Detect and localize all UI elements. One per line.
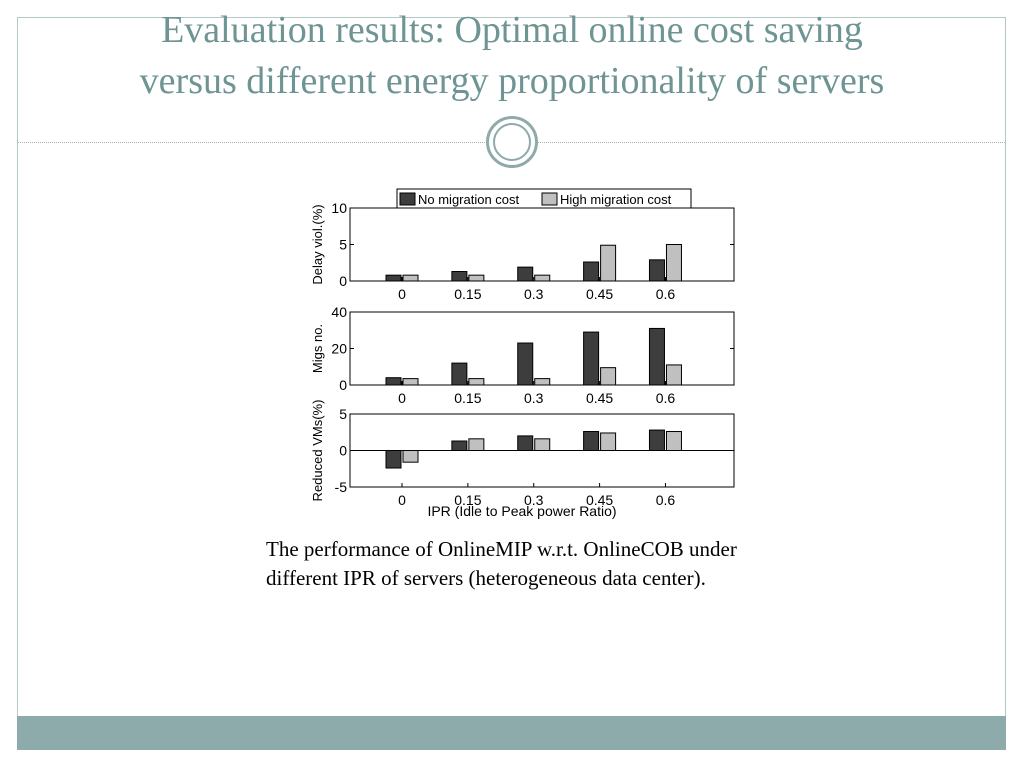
panel-1-xtick-label: 0.45 [586, 286, 613, 302]
panel-1-ytick-label: 10 [331, 200, 347, 216]
panel-2-bar-no-migration-4 [648, 327, 665, 386]
slide-title: Evaluation results: Optimal online cost … [20, 5, 1004, 107]
caption-line-1: The performance of OnlineMIP w.r.t. Onli… [266, 537, 737, 561]
legend-swatch-high-migration [541, 192, 558, 206]
chart-xlabel: IPR (Idle to Peak power Ratio) [427, 503, 616, 519]
panel-1-bar-high-migration-1 [468, 274, 485, 282]
panel-1-ylabel: Delay viol.(%) [310, 204, 325, 284]
panel-2-bar-no-migration-3 [583, 331, 600, 386]
footer-accent-band [17, 716, 1006, 750]
caption-line-2: different IPR of servers (heterogeneous … [266, 566, 706, 590]
figure-caption: The performance of OnlineMIP w.r.t. Onli… [266, 535, 926, 593]
title-line-1: Evaluation results: Optimal online cost … [161, 9, 863, 51]
panel-1-ytick-label: 5 [339, 237, 347, 253]
panel-3-bar-no-migration-0 [385, 450, 402, 469]
panel-1-bar-no-migration-3 [583, 261, 600, 282]
panel-2-ytick-label: 20 [331, 341, 347, 357]
panel-2-bar-high-migration-4 [665, 364, 682, 386]
panel-2-bar-high-migration-1 [468, 378, 485, 386]
panel-2-bar-no-migration-1 [451, 362, 468, 386]
panel-1-ytick-label: 0 [339, 273, 347, 289]
panel-2-bar-no-migration-0 [385, 377, 402, 386]
panel-2-ytick-label: 0 [339, 377, 347, 393]
panel-3-ytick-label: 5 [339, 406, 347, 422]
panel-1-bar-high-migration-0 [402, 274, 419, 282]
panel-3-bar-high-migration-2 [534, 438, 551, 452]
panel-3-ylabel: Reduced VMs(%) [310, 400, 325, 502]
panel-3-bar-no-migration-1 [451, 440, 468, 451]
panel-3-ytick-label: -5 [335, 479, 348, 495]
panel-1-xtick-label: 0.3 [524, 286, 544, 302]
panel-1-xtick-label: 0.15 [454, 286, 481, 302]
panel-3-bar-high-migration-1 [468, 438, 485, 452]
divider-ring-inner [493, 123, 531, 161]
panel-1-bar-high-migration-2 [534, 274, 551, 282]
bar-chart-figure: No migration cost High migration cost 0 5 10… [310, 188, 735, 519]
legend-swatch-no-migration [399, 192, 416, 206]
panel-3-xtick-label: 0 [398, 492, 406, 508]
panel-3-xtick-label: 0.3 [524, 492, 544, 508]
panel-1-bar-high-migration-4 [665, 244, 682, 282]
panel-3-ytick-label: 0 [339, 443, 347, 459]
panel-2-bar-high-migration-0 [402, 378, 419, 386]
legend-label-high-migration: High migration cost [560, 192, 672, 207]
panel-3-bar-high-migration-3 [600, 432, 617, 451]
panel-2-ylabel: Migs no. [310, 324, 325, 373]
panel-1-bar-high-migration-3 [600, 244, 617, 282]
panel-2-bar-no-migration-2 [517, 342, 534, 386]
panel-3-bar-no-migration-2 [517, 435, 534, 451]
panel-2-ytick-label: 40 [331, 304, 347, 320]
panel-3-xtick-label: 0.15 [454, 492, 481, 508]
panel-1-xtick-label: 0 [398, 286, 406, 302]
panel-2-xtick-label: 0 [398, 390, 406, 406]
panel-3-bar-high-migration-0 [402, 450, 419, 463]
panel-1-bar-no-migration-2 [517, 266, 534, 282]
panel-3-bar-no-migration-4 [648, 429, 665, 451]
divider-ring-ornament [486, 116, 538, 168]
panel-1-bar-no-migration-4 [648, 259, 665, 282]
panel-2-xtick-label: 0.15 [454, 390, 481, 406]
panel-2-xtick-label: 0.6 [656, 390, 676, 406]
title-line-2: versus different energy proportionality … [139, 60, 885, 102]
panel-1-bar-no-migration-0 [385, 274, 402, 282]
panel-2-xtick-label: 0.3 [524, 390, 544, 406]
panel-3-bar-no-migration-3 [583, 431, 600, 452]
panel-3-xtick-label: 0.6 [656, 492, 676, 508]
panel-2-bar-high-migration-3 [600, 367, 617, 386]
panel-3-xtick-label: 0.45 [586, 492, 613, 508]
legend-label-no-migration: No migration cost [418, 192, 520, 207]
panel-3-bar-high-migration-4 [665, 431, 682, 452]
panel-2-bar-high-migration-2 [534, 378, 551, 386]
panel-1-bar-no-migration-1 [451, 271, 468, 282]
panel-2-xtick-label: 0.45 [586, 390, 613, 406]
panel-1-xtick-label: 0.6 [656, 286, 676, 302]
